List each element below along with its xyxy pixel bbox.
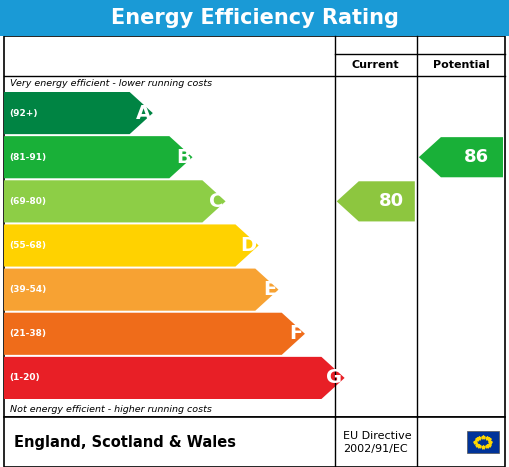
Text: Current: Current bbox=[352, 60, 400, 70]
Text: Potential: Potential bbox=[433, 60, 489, 70]
Text: 2002/91/EC: 2002/91/EC bbox=[343, 444, 407, 454]
Text: F: F bbox=[290, 324, 303, 343]
Bar bbox=[0, 0, 509, 36]
Polygon shape bbox=[4, 269, 278, 311]
Text: A: A bbox=[136, 104, 151, 122]
Text: (39-54): (39-54) bbox=[9, 285, 46, 294]
Bar bbox=[4, 36, 505, 417]
Polygon shape bbox=[4, 180, 225, 222]
Text: (21-38): (21-38) bbox=[9, 329, 46, 338]
Text: E: E bbox=[263, 280, 276, 299]
Text: (69-80): (69-80) bbox=[9, 197, 46, 206]
Bar bbox=[4, 417, 505, 467]
Bar bbox=[467, 431, 499, 453]
Polygon shape bbox=[419, 137, 503, 177]
Polygon shape bbox=[4, 92, 153, 134]
Text: D: D bbox=[241, 236, 257, 255]
Text: G: G bbox=[326, 368, 343, 388]
Text: (92+): (92+) bbox=[9, 108, 38, 118]
Text: Energy Efficiency Rating: Energy Efficiency Rating bbox=[110, 8, 399, 28]
Polygon shape bbox=[4, 357, 345, 399]
Text: B: B bbox=[176, 148, 190, 167]
Text: C: C bbox=[209, 192, 223, 211]
Text: EU Directive: EU Directive bbox=[343, 431, 411, 441]
Text: (1-20): (1-20) bbox=[9, 374, 40, 382]
Polygon shape bbox=[4, 136, 192, 178]
Text: (81-91): (81-91) bbox=[9, 153, 46, 162]
Polygon shape bbox=[4, 225, 259, 267]
Text: (55-68): (55-68) bbox=[9, 241, 46, 250]
Text: Not energy efficient - higher running costs: Not energy efficient - higher running co… bbox=[10, 404, 212, 413]
Polygon shape bbox=[4, 313, 305, 355]
Text: England, Scotland & Wales: England, Scotland & Wales bbox=[14, 434, 236, 450]
Text: 80: 80 bbox=[379, 192, 404, 210]
Polygon shape bbox=[336, 181, 415, 221]
Text: Very energy efficient - lower running costs: Very energy efficient - lower running co… bbox=[10, 79, 212, 89]
Text: 86: 86 bbox=[464, 148, 489, 166]
